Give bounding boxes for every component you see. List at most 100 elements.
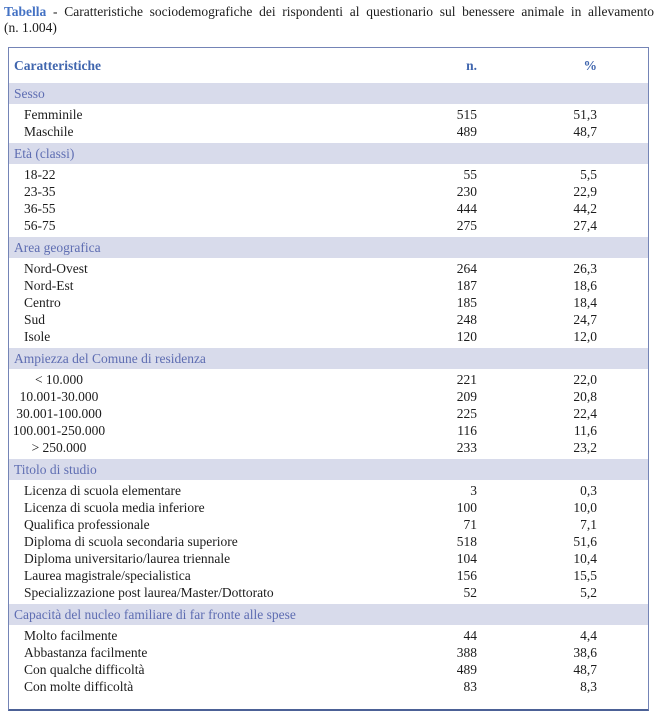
row-count: 156 — [456, 568, 477, 584]
table-body: Sesso Femminile 515 51,3 Maschile 489 48,7 Età … — [9, 83, 648, 695]
row-count: 44 — [463, 628, 478, 644]
row-label: Centro — [24, 295, 61, 311]
row-label: < 10.000 — [34, 372, 84, 388]
row-label: Nord-Est — [24, 278, 74, 294]
row-percent: 23,2 — [573, 440, 597, 456]
table-row: Licenza di scuola media inferiore 100 10,0 — [9, 499, 648, 516]
row-count: 515 — [456, 107, 477, 123]
row-percent: 12,0 — [573, 329, 597, 345]
row-label: Femminile — [24, 107, 83, 123]
row-label: Qualifica professionale — [24, 517, 150, 533]
table-row: 10.001-30.000 209 20,8 — [9, 388, 648, 405]
row-count: 55 — [463, 167, 478, 183]
row-percent: 27,4 — [573, 218, 597, 234]
row-percent: 0,3 — [580, 483, 597, 499]
row-count: 71 — [463, 517, 478, 533]
row-percent: 38,6 — [573, 645, 597, 661]
section-header: Titolo di studio — [9, 459, 648, 481]
row-label: Sud — [24, 312, 46, 328]
column-header-percent: % — [583, 58, 598, 74]
row-count: 230 — [456, 184, 477, 200]
table-row: Specializzazione post laurea/Master/Dott… — [9, 584, 648, 601]
row-count: 248 — [456, 312, 477, 328]
row-count: 233 — [456, 440, 477, 456]
row-label: Specializzazione post laurea/Master/Dott… — [24, 585, 274, 601]
row-count: 444 — [456, 201, 477, 217]
row-percent: 20,8 — [573, 389, 597, 405]
row-count: 100 — [456, 500, 477, 516]
row-label: 10.001-30.000 — [19, 389, 99, 405]
table-row: 56-75 275 27,4 — [9, 217, 648, 234]
section-header: Sesso — [9, 83, 648, 105]
table-row: Centro 185 18,4 — [9, 294, 648, 311]
column-header-caratteristiche: Caratteristiche — [14, 58, 101, 74]
table-row: 18-22 55 5,5 — [9, 166, 648, 183]
table-caption: Tabella - Caratteristiche sociodemografi… — [4, 4, 654, 35]
page: Tabella - Caratteristiche sociodemografi… — [0, 4, 656, 711]
caption-label: Tabella — [4, 4, 47, 19]
table-row: Sud 248 24,7 — [9, 311, 648, 328]
row-percent: 7,1 — [580, 517, 597, 533]
row-percent: 10,4 — [573, 551, 597, 567]
row-label: Laurea magistrale/specialistica — [24, 568, 191, 584]
row-count: 264 — [456, 261, 477, 277]
row-count: 275 — [456, 218, 477, 234]
caption-body: Caratteristiche sociodemografiche dei ri… — [64, 4, 655, 19]
table-row: Laurea magistrale/specialistica 156 15,5 — [9, 567, 648, 584]
row-percent: 10,0 — [573, 500, 597, 516]
column-header-n: n. — [466, 58, 477, 74]
row-count: 116 — [457, 423, 477, 439]
row-count: 3 — [470, 483, 477, 499]
row-label: Diploma universitario/laurea triennale — [24, 551, 231, 567]
row-percent: 11,6 — [573, 423, 597, 439]
row-percent: 24,7 — [573, 312, 597, 328]
section-header: Capacità del nucleo familiare di far fro… — [9, 604, 648, 626]
row-count: 518 — [456, 534, 477, 550]
table-header-row: Caratteristiche n. % — [9, 48, 648, 80]
row-percent: 22,0 — [573, 372, 597, 388]
row-count: 209 — [456, 389, 477, 405]
row-label: Con qualche difficoltà — [24, 662, 145, 678]
sociodemographic-table: Caratteristiche n. % Sesso Femminile 515 51… — [8, 47, 649, 711]
table-row: Abbastanza facilmente 388 38,6 — [9, 644, 648, 661]
row-count: 388 — [456, 645, 477, 661]
table-row: Diploma di scuola secondaria superiore 51… — [9, 533, 648, 550]
row-percent: 48,7 — [573, 662, 597, 678]
row-count: 187 — [456, 278, 477, 294]
row-label: 30.001-100.000 — [16, 406, 102, 422]
table-row: Licenza di scuola elementare 3 0,3 — [9, 482, 648, 499]
row-label: 23-35 — [24, 184, 56, 200]
row-count: 221 — [456, 372, 477, 388]
table-row: Maschile 489 48,7 — [9, 123, 648, 140]
section-header: Area geografica — [9, 237, 648, 259]
row-label: Nord-Ovest — [24, 261, 88, 277]
row-percent: 44,2 — [573, 201, 597, 217]
row-count: 120 — [456, 329, 477, 345]
row-percent: 8,3 — [580, 679, 597, 695]
table-row: Nord-Est 187 18,6 — [9, 277, 648, 294]
section-header: Ampiezza del Comune di residenza — [9, 348, 648, 370]
row-percent: 5,5 — [580, 167, 597, 183]
row-percent: 22,4 — [573, 406, 597, 422]
row-label: Isole — [24, 329, 51, 345]
row-percent: 4,4 — [580, 628, 597, 644]
row-percent: 26,3 — [573, 261, 597, 277]
table-row: Con molte difficoltà 83 8,3 — [9, 678, 648, 695]
row-label: Diploma di scuola secondaria superiore — [24, 534, 238, 550]
row-label: 56-75 — [24, 218, 56, 234]
row-count: 83 — [463, 679, 478, 695]
table-row: Femminile 515 51,3 — [9, 106, 648, 123]
row-percent: 18,6 — [573, 278, 597, 294]
row-percent: 5,2 — [580, 585, 597, 601]
table-row: 36-55 444 44,2 — [9, 200, 648, 217]
table-row: < 10.000 221 22,0 — [9, 371, 648, 388]
row-count: 225 — [456, 406, 477, 422]
table-row: 100.001-250.000 116 11,6 — [9, 422, 648, 439]
row-percent: 51,3 — [573, 107, 597, 123]
row-label: Licenza di scuola elementare — [24, 483, 182, 499]
row-label: 36-55 — [24, 201, 56, 217]
row-percent: 48,7 — [573, 124, 597, 140]
row-label: Abbastanza facilmente — [24, 645, 148, 661]
table-row: Isole 120 12,0 — [9, 328, 648, 345]
row-label: > 250.000 — [31, 440, 87, 456]
